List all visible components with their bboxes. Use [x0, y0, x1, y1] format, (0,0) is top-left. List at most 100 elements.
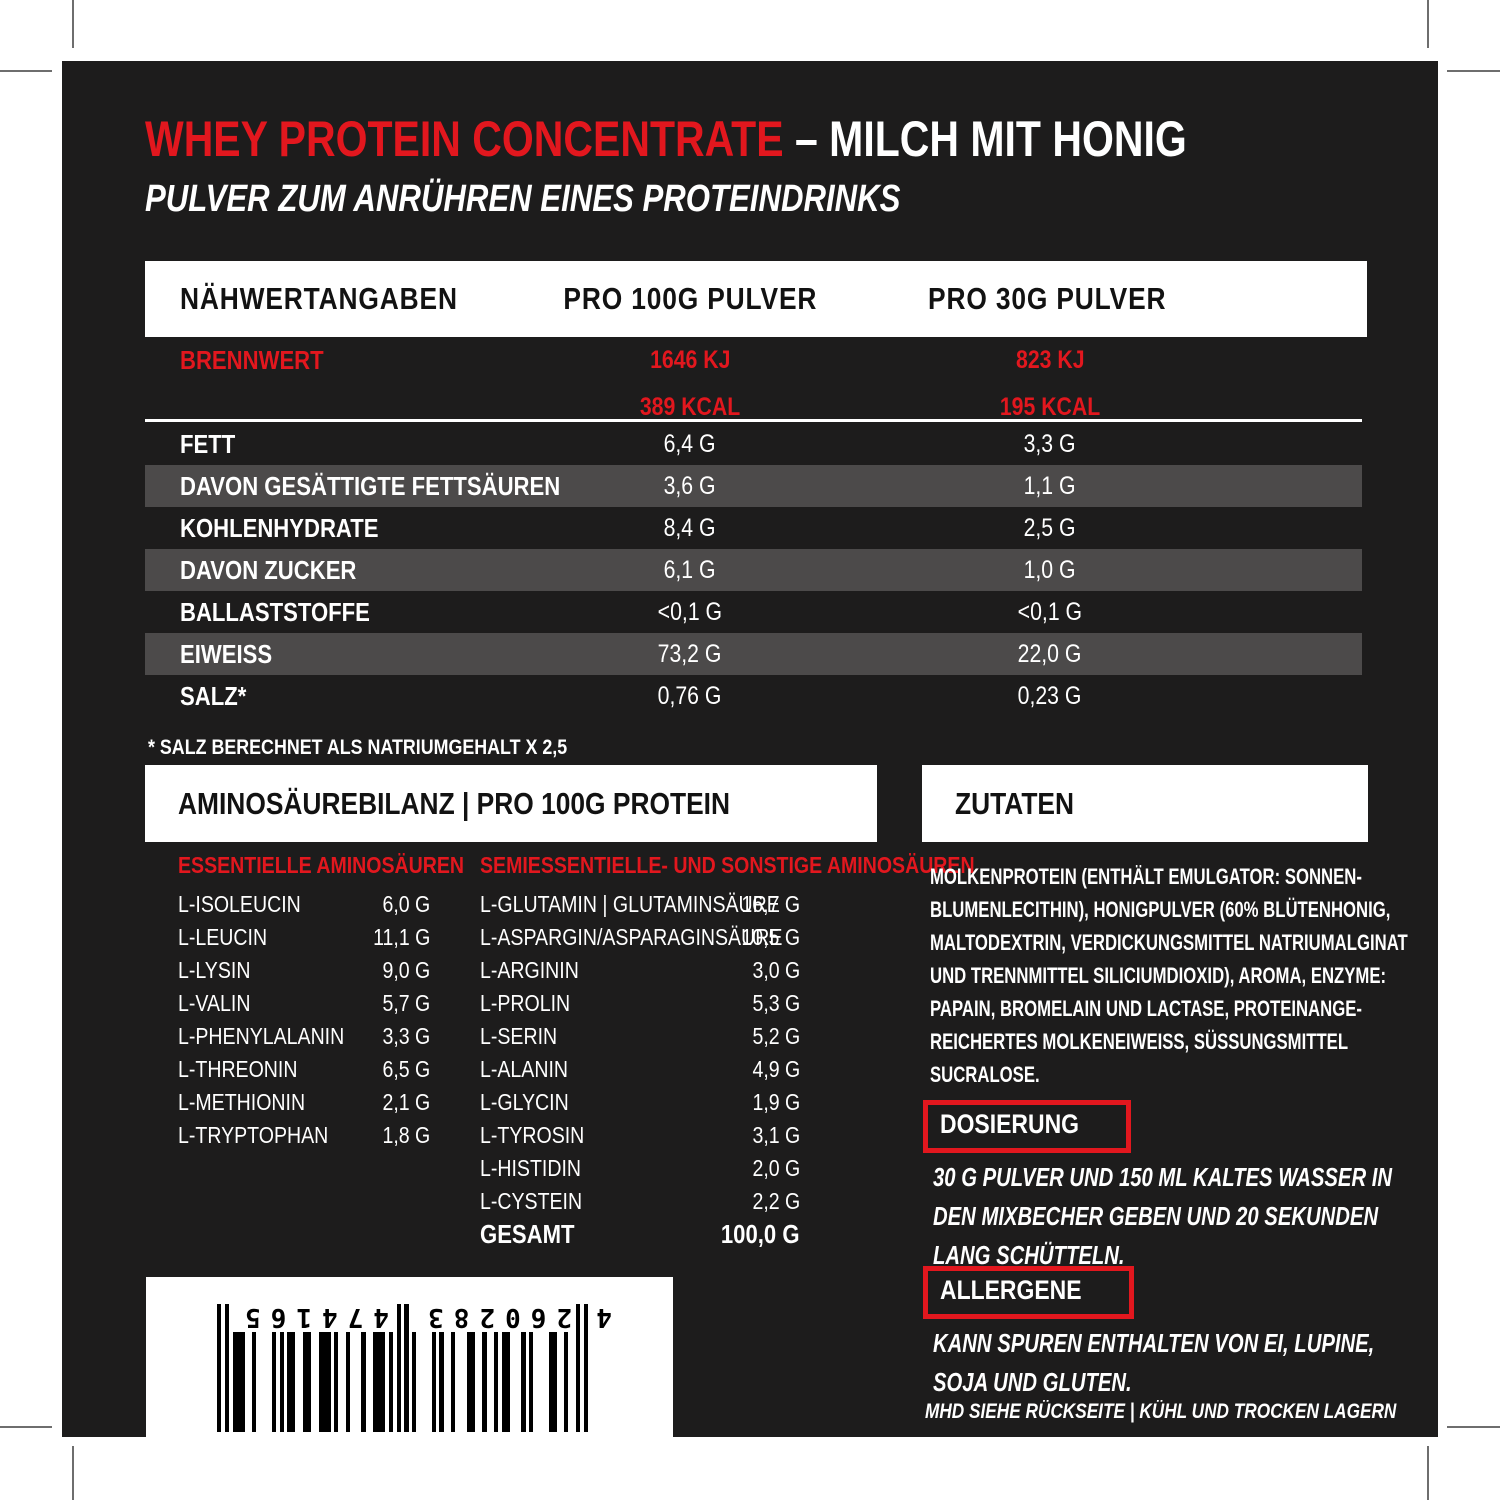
- dosage-heading-box: DOSIERUNG: [923, 1100, 1131, 1153]
- amino-row: L-ASPARGIN/ASPARAGINSÄURE 10,5 G: [480, 921, 800, 954]
- nutrient-name: EIWEISS: [180, 639, 273, 669]
- amino-row: L-HISTIDIN 2,0 G: [480, 1152, 800, 1185]
- barcode-bar: [505, 1332, 510, 1432]
- barcode-bar: [564, 1332, 569, 1432]
- amino-value: 16,7 G: [741, 891, 800, 917]
- amino-name: L-LEUCIN: [178, 924, 268, 950]
- value-per-100g: 3,6 G: [664, 472, 716, 500]
- crop-mark-top-left-v: [72, 0, 74, 48]
- value-per-100g: <0,1 G: [657, 598, 723, 626]
- barcode-bar: [302, 1332, 308, 1432]
- nutrition-row: DAVON GESÄTTIGTE FETTSÄUREN 3,6 G 1,1 G: [145, 465, 1362, 507]
- ingredients-paragraph: MOLKENPROTEIN (ENTHÄLT EMULGATOR: SONNEN…: [930, 860, 1500, 1091]
- barcode-group1: 260283: [418, 1302, 572, 1332]
- crop-mark-top-right-h: [1447, 70, 1500, 72]
- barcode-block: 4 260283 474165: [146, 1277, 673, 1437]
- product-title-variant: WHEY PROTEIN CONCENTRATE: [145, 111, 784, 167]
- amino-name: L-SERIN: [480, 1023, 558, 1049]
- value-per-100g: 73,2 G: [658, 640, 722, 668]
- zutaten-header-label: ZUTATEN: [955, 786, 1075, 821]
- essential-amino-title: ESSENTIELLE AMINOSÄUREN: [178, 852, 465, 878]
- barcode-bar: [377, 1332, 382, 1432]
- nutrient-name: DAVON GESÄTTIGTE FETTSÄUREN: [180, 471, 561, 501]
- amino-value: 3,3 G: [382, 1023, 430, 1049]
- barcode-bar: [373, 1332, 378, 1432]
- barcode-bar: [345, 1332, 351, 1432]
- barcode-bar: [451, 1332, 456, 1432]
- energy-kj-30g: 823 KJ: [1015, 346, 1085, 374]
- barcode-bar: [466, 1332, 471, 1432]
- dosage-line: DEN MIXBECHER GEBEN UND 20 SEKUNDEN: [933, 1201, 1379, 1231]
- ingredients-line: MOLKENPROTEIN (ENTHÄLT EMULGATOR: SONNEN…: [930, 864, 1362, 889]
- allergens-heading: ALLERGENE: [940, 1275, 1082, 1305]
- amino-name: L-PROLIN: [480, 990, 571, 1016]
- product-subtitle: PULVER ZUM ANRÜHREN EINES PROTEINDRINKS: [145, 178, 901, 220]
- zutaten-header-bar: ZUTATEN: [922, 765, 1368, 842]
- barcode-bar: [279, 1332, 284, 1432]
- crop-mark-bottom-left-h: [0, 1426, 52, 1428]
- amino-name: L-ASPARGIN/ASPARAGINSÄURE: [480, 924, 783, 950]
- energy-kcal-100g: 389 KCAL: [639, 393, 741, 421]
- amino-value: 5,7 G: [382, 990, 430, 1016]
- nutrition-col-30g: PRO 30G PULVER: [927, 281, 1167, 316]
- amino-value: 5,2 G: [752, 1023, 800, 1049]
- crop-mark-top-left-h: [0, 70, 52, 72]
- nutrition-row: SALZ* 0,76 G 0,23 G: [145, 675, 1362, 717]
- amino-name: L-HISTIDIN: [480, 1155, 582, 1181]
- amino-row: L-ALANIN 4,9 G: [480, 1053, 800, 1086]
- value-per-100g: 8,4 G: [664, 514, 716, 542]
- product-title: WHEY PROTEIN CONCENTRATE – MILCH MIT HON…: [145, 110, 1415, 168]
- barcode-bar: [494, 1332, 499, 1432]
- barcode-bar: [529, 1332, 534, 1432]
- amino-row: L-GLYCIN 1,9 G: [480, 1086, 800, 1119]
- amino-row: L-TRYPTOPHAN 1,8 G: [178, 1119, 430, 1152]
- value-per-30g: <0,1 G: [1017, 598, 1083, 626]
- amino-name: L-LYSIN: [178, 957, 251, 983]
- amino-row: L-SERIN 5,2 G: [480, 1020, 800, 1053]
- ingredients-line: UND TRENNMITTEL SILICIUMDIOXID), AROMA, …: [930, 963, 1387, 988]
- amino-row: L-TYROSIN 3,1 G: [480, 1119, 800, 1152]
- value-per-30g: 1,1 G: [1024, 472, 1076, 500]
- energy-kcal-30g: 195 KCAL: [999, 393, 1101, 421]
- ingredients-line: BLUMENLECITHIN), HONIGPULVER (60% BLÜTEN…: [930, 897, 1391, 922]
- barcode-bar: [287, 1332, 292, 1432]
- amino-name: L-METHIONIN: [178, 1089, 306, 1115]
- other-amino-title: SEMIESSENTIELLE- UND SONSTIGE AMINOSÄURE…: [480, 852, 975, 878]
- nutrition-header-label: NÄHWERTANGABEN: [180, 281, 458, 316]
- ean-barcode: 4 260283 474165: [212, 1282, 612, 1432]
- barcode-bar: [388, 1332, 393, 1432]
- nutrition-row: BALLASTSTOFFE <0,1 G <0,1 G: [145, 591, 1362, 633]
- amino-name: L-TYROSIN: [480, 1122, 585, 1148]
- amino-row: L-THREONIN 6,5 G: [178, 1053, 430, 1086]
- barcode-bar: [431, 1332, 436, 1432]
- barcode-bar: [412, 1332, 417, 1432]
- amino-name: L-THREONIN: [178, 1056, 298, 1082]
- barcode-bar: [380, 1332, 386, 1432]
- amino-value: 9,0 G: [382, 957, 430, 983]
- barcode-bar: [306, 1332, 312, 1432]
- allergens-text: KANN SPUREN ENTHALTEN VON EI, LUPINE, SOJ…: [933, 1324, 1499, 1402]
- crop-mark-bottom-left-v: [72, 1446, 74, 1500]
- amino-row: L-METHIONIN 2,1 G: [178, 1086, 430, 1119]
- table-divider-line: [145, 419, 1362, 422]
- barcode-bar: [252, 1332, 257, 1432]
- amino-row: L-ISOLEUCIN 6,0 G: [178, 888, 430, 921]
- barcode-lead-digit: 4: [596, 1302, 612, 1332]
- dosage-line: LANG SCHÜTTELN.: [933, 1240, 1125, 1270]
- barcode-bar: [236, 1332, 241, 1432]
- barcode-bar: [439, 1332, 444, 1432]
- amino-value: 11,1 G: [372, 924, 430, 950]
- value-per-100g: 6,1 G: [664, 556, 716, 584]
- barcode-bar: [217, 1304, 222, 1432]
- amino-value: 3,1 G: [752, 1122, 800, 1148]
- value-per-30g: 1,0 G: [1024, 556, 1076, 584]
- allergens-line: SOJA UND GLUTEN.: [933, 1367, 1132, 1397]
- nutrient-name: SALZ*: [180, 681, 247, 711]
- amino-row: GESAMT 100,0 G: [480, 1218, 800, 1251]
- amino-row: L-LYSIN 9,0 G: [178, 954, 430, 987]
- allergens-line: KANN SPUREN ENTHALTEN VON EI, LUPINE,: [933, 1328, 1375, 1358]
- nutrient-name: FETT: [180, 429, 236, 459]
- barcode-bar: [271, 1332, 276, 1432]
- amino-name: L-GLYCIN: [480, 1089, 569, 1115]
